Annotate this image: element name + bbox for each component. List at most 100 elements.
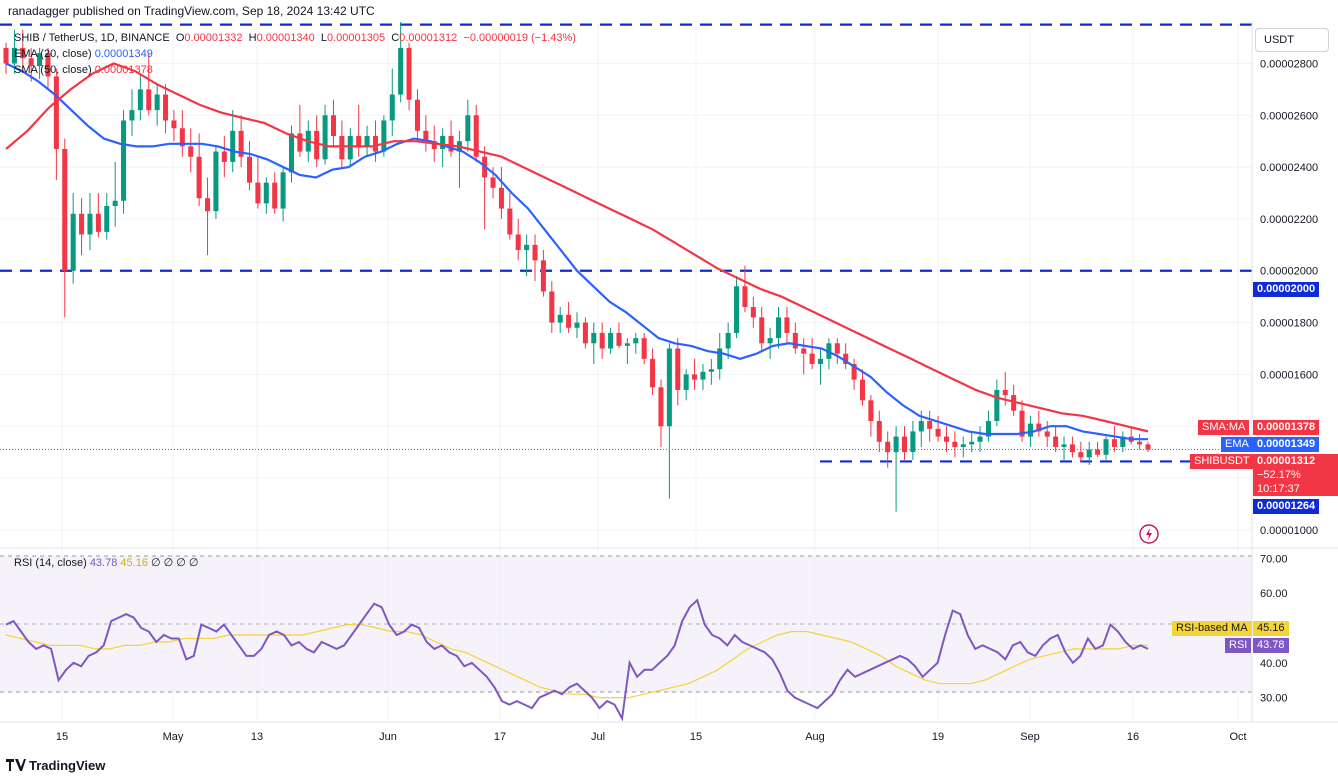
candle-body: [515, 234, 521, 251]
candle: [1053, 426, 1059, 453]
candle-body: [398, 47, 404, 95]
candle-body: [1069, 444, 1075, 453]
candle-body: [171, 120, 177, 129]
candle: [943, 426, 949, 453]
candle-body: [734, 286, 740, 333]
candle-body: [599, 332, 605, 349]
candle-body: [230, 130, 236, 162]
candle: [179, 110, 185, 157]
candle: [624, 338, 630, 365]
candle-body: [20, 47, 26, 59]
candle: [969, 431, 975, 453]
rsi-tag-value: 43.78: [1253, 638, 1289, 653]
candle-body: [1019, 410, 1025, 437]
chart-legend: SHIB / TetherUS, 1D, BINANCE O0.00001332…: [14, 30, 576, 78]
close-value: 0.00001312: [399, 32, 458, 44]
candle-body: [53, 76, 59, 149]
candle: [549, 281, 555, 333]
candle-body: [700, 371, 706, 380]
candle-body: [608, 332, 614, 349]
candle-body: [767, 338, 773, 344]
symbol-tag-countdown: 10:17:37: [1257, 483, 1300, 495]
candle: [767, 327, 773, 359]
candle: [95, 193, 101, 238]
candle-body: [347, 136, 353, 160]
rsi-legend: RSI (14, close) 43.78 45.16 ∅ ∅ ∅ ∅: [14, 556, 199, 569]
candle: [389, 68, 395, 137]
candle-body: [121, 120, 127, 201]
time-tick-label: 13: [251, 731, 263, 743]
candle: [465, 99, 471, 152]
candle-body: [339, 136, 345, 160]
candle: [205, 177, 211, 256]
candle: [297, 104, 303, 157]
ema-line: [5, 62, 1148, 441]
candle: [616, 322, 622, 349]
candle-body: [87, 213, 93, 235]
candle: [1069, 436, 1075, 458]
time-tick-label: 17: [494, 731, 506, 743]
candle: [557, 307, 563, 333]
candle: [876, 410, 882, 453]
price-tick-label: 0.00001600: [1260, 369, 1318, 381]
candle: [62, 138, 68, 318]
candle-body: [985, 421, 991, 437]
candle-body: [725, 332, 731, 349]
candle: [507, 193, 513, 240]
candle-body: [498, 187, 504, 209]
time-tick-label: 19: [932, 731, 944, 743]
currency-button[interactable]: USDT: [1255, 28, 1329, 52]
candle: [1103, 436, 1109, 460]
candle-body: [859, 379, 866, 401]
candle: [37, 47, 43, 80]
candle-body: [79, 213, 85, 235]
price-tick-label: 0.00001000: [1260, 525, 1318, 537]
candle: [79, 198, 85, 256]
candle-body: [952, 441, 958, 447]
candle: [683, 369, 689, 401]
candle: [608, 327, 614, 354]
ema-tag-value: 0.00001349: [1253, 437, 1320, 452]
candle: [104, 193, 110, 240]
high-label: H: [248, 32, 257, 44]
candle: [347, 128, 353, 168]
candle-body: [255, 182, 261, 204]
candle-body: [927, 421, 933, 429]
candle: [246, 141, 253, 191]
candle: [1044, 421, 1050, 447]
candle-body: [364, 136, 370, 147]
candle-body: [591, 332, 597, 344]
candle-body: [641, 338, 647, 359]
candle: [196, 133, 202, 206]
candle-body: [95, 213, 101, 232]
candle-body: [465, 115, 471, 142]
low-value: 0.00001305: [326, 32, 386, 44]
lightning-icon[interactable]: [1139, 524, 1159, 544]
candle: [171, 110, 177, 142]
tradingview-logo-icon: [6, 759, 26, 771]
horizontal-levels: [0, 23, 1252, 463]
publish-info: ranadagger published on TradingView.com,…: [8, 4, 375, 18]
high-value: 0.00001340: [256, 32, 315, 44]
candle: [666, 343, 672, 499]
price-tick-label: 0.00002400: [1260, 162, 1318, 174]
candle: [372, 120, 378, 162]
candle: [750, 296, 756, 328]
candle: [725, 322, 731, 359]
candle: [330, 99, 337, 147]
candle: [398, 22, 404, 103]
candle: [213, 146, 219, 219]
candle-body: [490, 177, 496, 188]
candle-body: [179, 128, 185, 147]
candle-body: [633, 338, 639, 344]
candle: [339, 120, 345, 168]
candle-body: [1095, 449, 1101, 455]
candle-body: [566, 314, 572, 328]
candle: [784, 307, 790, 344]
candle-body: [154, 94, 160, 111]
candle-body: [3, 47, 9, 64]
candle: [221, 136, 227, 178]
candle-body: [935, 428, 941, 437]
candle: [952, 431, 958, 458]
